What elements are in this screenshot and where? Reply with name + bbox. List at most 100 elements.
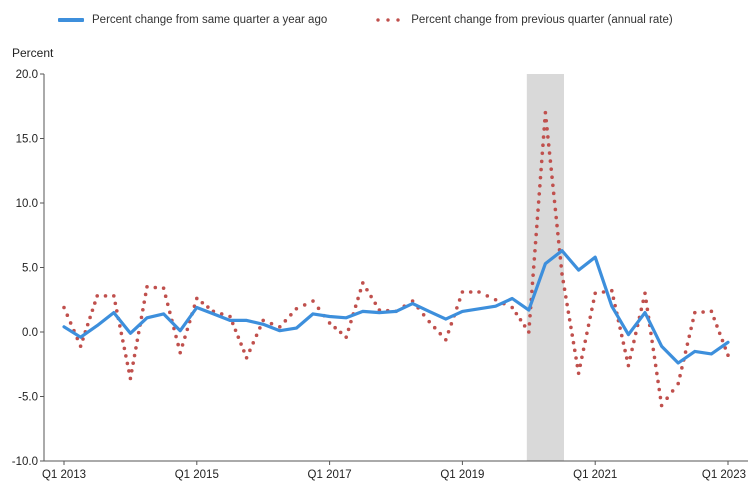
qoq-series-dot bbox=[527, 322, 532, 326]
qoq-series-dot bbox=[142, 300, 147, 304]
qoq-series-dot bbox=[518, 317, 523, 322]
qoq-series-dot bbox=[658, 395, 663, 400]
x-tick-label: Q1 2013 bbox=[42, 469, 86, 481]
legend-label-yoy: Percent change from same quarter a year … bbox=[92, 14, 328, 26]
qoq-series-dot bbox=[685, 342, 690, 346]
qoq-series-dot bbox=[550, 175, 554, 179]
qoq-series-dot bbox=[85, 322, 90, 327]
qoq-series-dot bbox=[670, 389, 675, 393]
qoq-series-dot bbox=[278, 325, 282, 329]
qoq-series-dot bbox=[534, 232, 538, 237]
qoq-series-dot bbox=[180, 343, 185, 347]
qoq-series-dot bbox=[531, 265, 536, 269]
qoq-series-dot bbox=[493, 297, 498, 302]
qoq-series-dot bbox=[701, 310, 705, 314]
qoq-series-dot bbox=[468, 290, 473, 294]
qoq-series-dot bbox=[632, 339, 636, 344]
qoq-series-dot bbox=[438, 331, 443, 336]
qoq-series-dot bbox=[643, 291, 647, 296]
qoq-series-dot bbox=[569, 325, 573, 330]
qoq-series-dot bbox=[623, 348, 627, 353]
qoq-series-dot bbox=[527, 330, 531, 334]
qoq-series-dot bbox=[567, 317, 572, 322]
qoq-series-dot bbox=[122, 346, 127, 351]
qoq-series-dot bbox=[558, 256, 563, 260]
y-tick-label: -5.0 bbox=[18, 392, 38, 404]
qoq-series-dot bbox=[574, 356, 578, 360]
y-axis-title: Percent bbox=[12, 46, 54, 60]
qoq-series-dot bbox=[659, 403, 664, 408]
qoq-series-dot bbox=[174, 334, 178, 339]
qoq-series-dot bbox=[538, 184, 542, 188]
qoq-series-dot bbox=[121, 339, 125, 343]
qoq-series-dot bbox=[200, 300, 205, 305]
qoq-series-dot bbox=[510, 305, 514, 310]
qoq-series-dot bbox=[566, 310, 571, 314]
qoq-series-dot bbox=[570, 333, 575, 337]
qoq-series-dot bbox=[168, 310, 172, 315]
qoq-series-dot bbox=[185, 327, 190, 332]
qoq-series-dot bbox=[134, 346, 138, 350]
qoq-series-dot bbox=[633, 331, 638, 336]
qoq-series-dot bbox=[655, 371, 659, 376]
qoq-series-dot bbox=[538, 175, 543, 180]
qoq-series-dot bbox=[556, 231, 560, 236]
qoq-series-dot bbox=[485, 294, 490, 298]
qoq-series-dot bbox=[552, 199, 557, 204]
y-tick-label: 20.0 bbox=[16, 69, 38, 81]
qoq-series-dot bbox=[619, 333, 624, 338]
qoq-series-dot bbox=[135, 338, 140, 343]
qoq-series-dot bbox=[449, 322, 454, 326]
qoq-series-dot bbox=[665, 396, 669, 401]
qoq-series-dot bbox=[545, 127, 549, 131]
qoq-series-dot bbox=[588, 315, 593, 320]
qoq-series-dot bbox=[165, 302, 170, 307]
qoq-series-dot bbox=[644, 299, 648, 304]
qoq-series-dot bbox=[613, 303, 617, 308]
qoq-series-dot bbox=[645, 307, 650, 312]
qoq-series-dot bbox=[163, 294, 168, 299]
qoq-series-dot bbox=[349, 319, 353, 324]
qoq-series-dot bbox=[365, 287, 369, 292]
qoq-series-dot bbox=[338, 330, 343, 335]
qoq-series-dot bbox=[95, 294, 99, 298]
qoq-series-dot bbox=[161, 286, 166, 290]
qoq-series-dot bbox=[536, 208, 540, 212]
qoq-series-dot bbox=[576, 371, 581, 376]
qoq-series-dot bbox=[720, 338, 725, 343]
qoq-series-dot bbox=[90, 308, 95, 313]
qoq-series-dot bbox=[562, 287, 567, 292]
qoq-series-dot bbox=[560, 272, 564, 276]
y-tick-label: 0.0 bbox=[22, 327, 38, 339]
qoq-series-dot bbox=[141, 307, 145, 312]
qoq-series-dot bbox=[575, 363, 580, 368]
qoq-series-dot bbox=[522, 324, 527, 328]
qoq-series-dot bbox=[687, 334, 692, 339]
qoq-series-dot bbox=[583, 339, 588, 344]
qoq-series-dot bbox=[242, 349, 246, 353]
qoq-series-dot bbox=[115, 309, 119, 313]
qoq-series-dot bbox=[689, 326, 693, 331]
qoq-series-dot bbox=[88, 315, 92, 320]
qoq-series-dot bbox=[628, 355, 633, 360]
qoq-series-dot bbox=[652, 355, 657, 360]
qoq-series-dot bbox=[333, 325, 337, 330]
qoq-series-dot bbox=[546, 135, 550, 139]
qoq-series-dot bbox=[228, 314, 232, 319]
x-tick-label: Q1 2015 bbox=[175, 469, 219, 481]
qoq-series-dot bbox=[651, 347, 656, 352]
qoq-series-dot bbox=[709, 309, 714, 314]
legend-item-yoy: Percent change from same quarter a year … bbox=[58, 14, 327, 26]
qoq-series-dot bbox=[590, 307, 594, 312]
qoq-series-dot bbox=[421, 313, 426, 317]
qoq-series-dot bbox=[206, 305, 210, 309]
qoq-series-dot bbox=[578, 363, 583, 368]
qoq-series-dot bbox=[717, 331, 722, 336]
qoq-series-dot bbox=[125, 361, 130, 366]
qoq-series-dot bbox=[528, 313, 532, 318]
qoq-series-dot bbox=[680, 366, 684, 370]
qoq-series-dot bbox=[283, 319, 288, 323]
qoq-series-dot bbox=[649, 331, 653, 336]
qoq-series-dot bbox=[586, 323, 591, 328]
y-tick-label: 15.0 bbox=[16, 134, 38, 146]
